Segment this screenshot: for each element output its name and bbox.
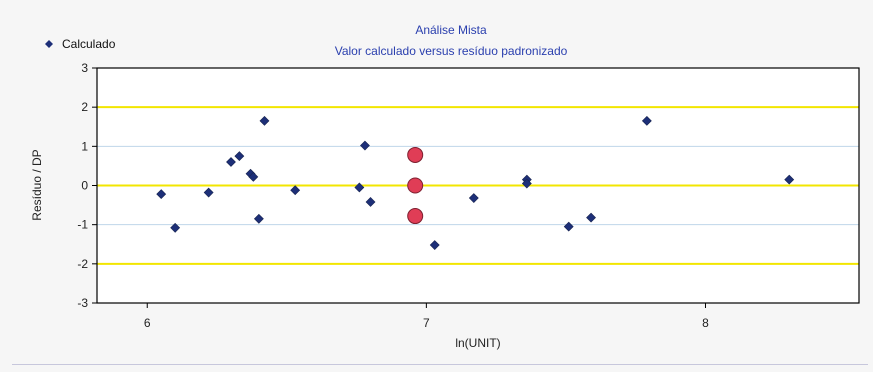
data-point-calculado-7	[248, 171, 259, 182]
bottom-divider	[12, 364, 868, 365]
x-axis-label: ln(UNIT)	[455, 336, 500, 350]
data-point-calculado-10	[290, 185, 301, 196]
data-point-calculado-19	[586, 212, 596, 223]
grid-layer	[97, 145, 859, 226]
data-point-calculado-17	[521, 178, 532, 189]
data-point-calculado-21	[784, 174, 795, 185]
data-point-calculado-2	[170, 222, 181, 233]
x-tick-label-6: 6	[144, 316, 151, 330]
y-tick-label-neg-2: -2	[77, 257, 88, 271]
highlight-point-3	[407, 208, 424, 225]
data-point-calculado-13	[365, 197, 376, 207]
axis-layer: 3 2 1 0 -1 -2 -3 6 7 8	[77, 61, 709, 330]
reference-line-layer	[97, 106, 859, 265]
legend-label-calculado: Calculado	[62, 37, 116, 51]
x-tick-label-8: 8	[702, 316, 709, 330]
y-tick-label-0: 0	[81, 179, 88, 193]
y-tick-label-2: 2	[81, 100, 88, 114]
data-point-calculado-12	[360, 140, 370, 151]
data-point-calculado-15	[468, 193, 479, 203]
x-tick-label-7: 7	[423, 316, 430, 330]
plot-area	[96, 67, 860, 304]
data-point-calculado-18	[563, 221, 574, 232]
chart-subtitle: Valor calculado versus resíduo padroniza…	[335, 44, 568, 58]
data-point-calculado-1	[156, 189, 167, 200]
data-point-calculado-20	[641, 115, 652, 126]
data-point-calculado-8	[253, 213, 264, 224]
y-tick-label-3: 3	[81, 61, 88, 75]
chart-title: Análise Mista	[415, 23, 487, 37]
legend-diamond-marker	[45, 40, 53, 48]
y-tick-label-neg-1: -1	[77, 218, 88, 232]
data-point-calculado-4	[226, 157, 236, 167]
y-tick-label-neg-3: -3	[77, 296, 88, 310]
y-axis-label: Resíduo / DP	[30, 149, 44, 220]
data-point-calculado-14	[429, 240, 440, 250]
highlight-point-1	[407, 146, 424, 163]
point-layer	[156, 115, 795, 250]
data-point-calculado-9	[259, 115, 270, 126]
y-tick-label-1: 1	[81, 139, 88, 153]
data-point-calculado-11	[354, 182, 365, 193]
data-point-calculado-3	[203, 187, 214, 198]
highlight-point-2	[407, 177, 424, 194]
legend: Calculado	[45, 37, 116, 51]
data-point-calculado-5	[234, 151, 245, 162]
